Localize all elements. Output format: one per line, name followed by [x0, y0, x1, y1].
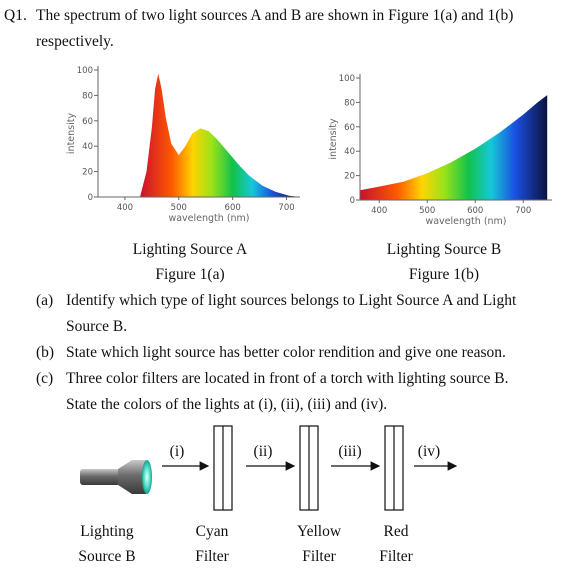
question-number: Q1.	[4, 7, 27, 24]
x-tick-label: 400	[371, 206, 387, 216]
spectrum-area	[140, 73, 300, 197]
part-label: (b)	[36, 344, 54, 361]
arrow-label: (iii)	[338, 443, 361, 460]
y-tick-label: 60	[344, 123, 355, 133]
part-label: (a)	[36, 292, 53, 309]
question-text: respectively.	[36, 33, 114, 50]
diagram-label: Lighting	[80, 523, 134, 540]
diagram-label: Filter	[195, 548, 229, 565]
part-text: Three color filters are located in front…	[66, 370, 508, 387]
y-tick-label: 100	[339, 74, 355, 84]
arrow-label: (iv)	[418, 443, 440, 460]
y-tick-label: 20	[82, 168, 93, 178]
diagram-label: Yellow	[297, 523, 342, 540]
x-tick-label: 400	[117, 203, 133, 213]
figure-caption: Lighting Source B	[387, 241, 502, 258]
diagram-label: Cyan	[196, 523, 229, 540]
y-axis-label: intensity	[66, 113, 77, 155]
part-text: Identify which type of light sources bel…	[66, 292, 517, 309]
arrow-label: (ii)	[254, 443, 273, 460]
arrow-label: (i)	[170, 443, 185, 460]
y-tick-label: 0	[350, 196, 355, 206]
question-text: The spectrum of two light sources A and …	[36, 7, 513, 24]
part-label: (c)	[36, 370, 53, 387]
y-tick-label: 40	[82, 142, 93, 152]
x-tick-label: 700	[278, 203, 294, 213]
diagram-label: Source B	[78, 548, 135, 565]
x-axis-label: wavelength (nm)	[425, 216, 506, 227]
y-tick-label: 80	[344, 98, 355, 108]
y-tick-label: 100	[77, 66, 93, 76]
torch	[80, 460, 152, 494]
x-tick-label: 700	[515, 206, 531, 216]
y-tick-label: 20	[344, 172, 355, 182]
filters	[213, 425, 404, 511]
y-tick-label: 0	[88, 193, 93, 203]
diagram-label: Filter	[379, 548, 413, 565]
x-tick-label: 500	[419, 206, 435, 216]
x-tick-label: 600	[225, 203, 241, 213]
figure-caption: Lighting Source A	[133, 241, 248, 258]
spectrum-area	[360, 95, 548, 200]
figure-label: Figure 1(b)	[409, 266, 479, 283]
y-tick-label: 80	[82, 91, 93, 101]
part-text: Source B.	[66, 318, 127, 335]
x-tick-label: 500	[171, 203, 187, 213]
diagram-label: Filter	[302, 548, 336, 565]
y-tick-label: 40	[344, 147, 355, 157]
x-tick-label: 600	[467, 206, 483, 216]
diagram-label: Red	[384, 523, 409, 540]
figure-label: Figure 1(a)	[155, 266, 224, 283]
part-text: State the colors of the lights at (i), (…	[66, 396, 387, 413]
y-axis-label: intensity	[328, 118, 339, 160]
x-axis-label: wavelength (nm)	[168, 213, 249, 224]
y-tick-label: 60	[82, 117, 93, 127]
part-text: State which light source has better colo…	[66, 344, 506, 361]
